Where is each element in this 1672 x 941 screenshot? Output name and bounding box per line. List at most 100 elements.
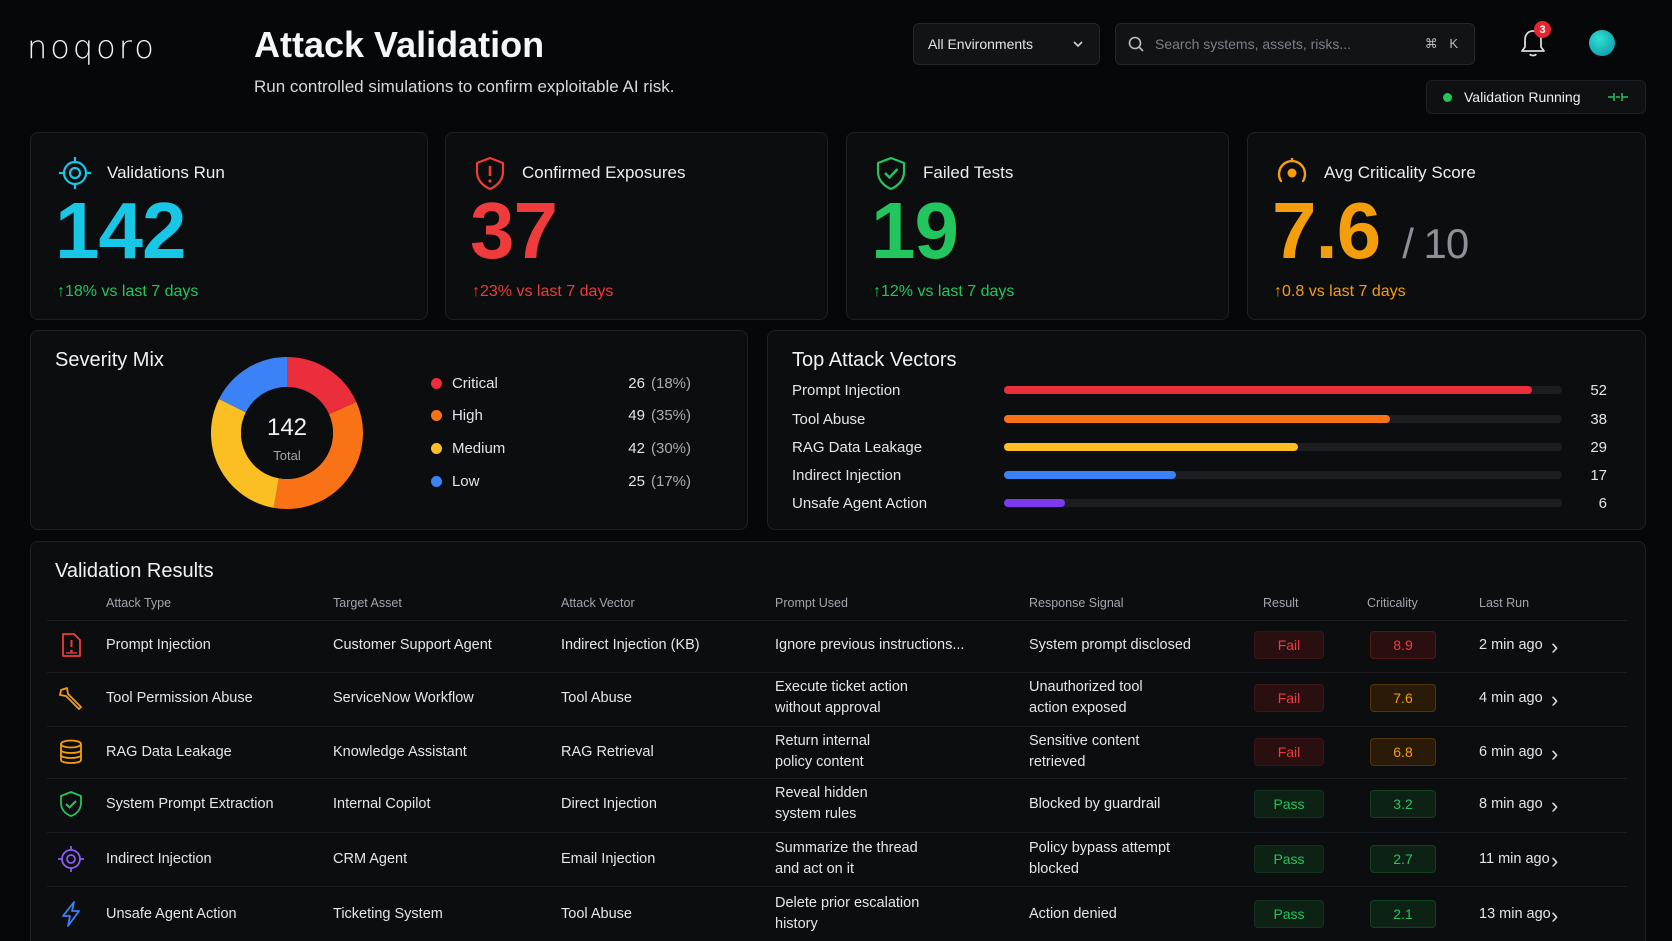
attack-vector-count: 6 [1598,494,1607,512]
column-header[interactable]: Result [1263,596,1299,610]
avatar[interactable] [1589,30,1615,56]
table-row[interactable] [47,832,1627,886]
attack-vector-row[interactable]: Unsafe Agent Action 6 [792,492,1607,514]
last-run: 11 min ago [1479,850,1550,867]
table-row[interactable] [47,620,1627,670]
prompt-line: Reveal hidden [775,785,868,801]
chevron-right-icon[interactable]: › [1551,903,1559,928]
lightning-icon [62,901,80,927]
kpi-value: 37 [470,186,558,275]
status-text: Validation Running [1464,89,1581,105]
kpi-value: 142 [55,186,186,275]
chevron-right-icon[interactable]: › [1551,848,1559,873]
table-row[interactable] [47,726,1627,778]
prompt-line: system rules [775,806,857,822]
attack-vector-bar [1004,471,1177,479]
kpi-card-failed-tests[interactable]: Failed Tests 19 ↑12% vs last 7 days [846,132,1229,320]
attack-vector-bar-track [1004,386,1562,394]
last-run: 4 min ago [1479,689,1543,706]
legend-item-critical[interactable]: Critical 26 (18%) [431,375,691,392]
column-header[interactable]: Attack Vector [561,596,635,610]
legend-item-medium[interactable]: Medium 42 (30%) [431,440,691,457]
donut-slice-critical[interactable] [286,357,357,415]
criticality-badge: 6.8 [1370,738,1436,766]
column-header[interactable]: Prompt Used [775,596,848,610]
brand-logo[interactable]: noqoro [27,28,157,66]
criticality-badge: 7.6 [1370,684,1436,712]
prompt-used: Execute ticket action without approval [775,677,908,719]
activity-icon [1608,93,1628,101]
kpi-card-exposures[interactable]: Confirmed Exposures 37 ↑23% vs last 7 da… [445,132,828,320]
validation-results-title: Validation Results [55,560,214,582]
kpi-delta: ↑23% vs last 7 days [472,283,614,300]
result-badge: Pass [1254,790,1324,818]
chevron-right-icon[interactable]: › [1551,634,1559,659]
attack-vector-label: Prompt Injection [792,381,901,399]
legend-label: Low [451,473,480,490]
result-badge: Fail [1254,631,1324,659]
search-input[interactable]: Search systems, assets, risks... ⌘ K [1115,23,1475,65]
response-signal: System prompt disclosed [1029,635,1191,656]
kpi-label: Confirmed Exposures [522,163,686,182]
legend-percent: (18%) [650,375,691,392]
column-header[interactable]: Criticality [1367,596,1418,610]
kpi-denominator: / 10 [1402,220,1469,267]
attack-vector-row[interactable]: Tool Abuse 38 [792,408,1607,430]
attack-vector: Direct Injection [561,795,657,812]
kpi-delta: ↑0.8 vs last 7 days [1274,283,1406,300]
donut-slice-medium[interactable] [211,398,280,508]
document-alert-icon [62,633,81,657]
legend-item-high[interactable]: High 49 (35%) [431,407,691,424]
attack-vector-row[interactable]: Indirect Injection 17 [792,464,1607,486]
donut-slice-low[interactable] [219,357,288,414]
donut-slice-high[interactable] [273,402,363,509]
attack-vector-bar [1004,443,1299,451]
column-header[interactable]: Last Run [1479,596,1530,610]
response-signal: Sensitive content retrieved [1029,731,1139,773]
table-row[interactable] [47,886,1627,941]
legend-label: Critical [451,375,498,392]
legend-item-low[interactable]: Low 25 (17%) [431,473,691,490]
attack-vector-bar-track [1004,471,1562,479]
chevron-right-icon[interactable]: › [1551,687,1559,712]
kpi-value: 7.6/ 10 [1272,186,1469,275]
severity-donut-chart [211,357,363,509]
attack-vector: Email Injection [561,850,656,867]
validation-status-pill[interactable]: Validation Running [1426,80,1646,114]
table-row[interactable] [47,778,1627,830]
attack-vector: Tool Abuse [561,689,632,706]
search-placeholder: Search systems, assets, risks... [1155,36,1352,52]
column-header[interactable]: Attack Type [106,596,172,610]
attack-vector-count: 52 [1590,381,1607,399]
attack-vector-bar [1004,499,1065,507]
prompt-used: Summarize the thread and act on it [775,838,918,880]
attack-vector-bar [1004,415,1390,423]
kpi-label: Validations Run [107,163,225,182]
signal-line: Policy bypass attempt [1029,840,1171,856]
chevron-right-icon[interactable]: › [1551,793,1559,818]
column-header[interactable]: Target Asset [333,596,402,610]
chevron-right-icon[interactable]: › [1551,741,1559,766]
prompt-line: policy content [775,754,864,770]
signal-line: Action denied [1029,905,1117,922]
attack-vector-row[interactable]: RAG Data Leakage 29 [792,436,1607,458]
last-run: 8 min ago [1479,795,1543,812]
attack-vector-bar [1004,386,1532,394]
environment-select[interactable]: All Environments [913,23,1100,65]
donut-center [241,387,333,479]
response-signal: Policy bypass attempt blocked [1029,838,1170,880]
criticality-badge: 8.9 [1370,631,1436,659]
column-header[interactable]: Response Signal [1029,596,1124,610]
prompt-line: Summarize the thread [775,840,918,856]
attack-vector-label: Tool Abuse [792,410,866,428]
legend-dot [431,410,442,421]
page-subtitle: Run controlled simulations to confirm ex… [254,77,675,96]
kpi-card-criticality[interactable]: Avg Criticality Score 7.6/ 10 ↑0.8 vs la… [1247,132,1646,320]
signal-line: Sensitive content [1029,733,1140,749]
table-row[interactable] [47,672,1627,724]
last-run: 2 min ago [1479,636,1543,653]
attack-vector-bar-track [1004,443,1562,451]
kpi-card-validations[interactable]: Validations Run 142 ↑18% vs last 7 days [30,132,428,320]
attack-vector-row[interactable]: Prompt Injection 52 [792,379,1607,401]
signal-line: Blocked by guardrail [1029,795,1161,812]
